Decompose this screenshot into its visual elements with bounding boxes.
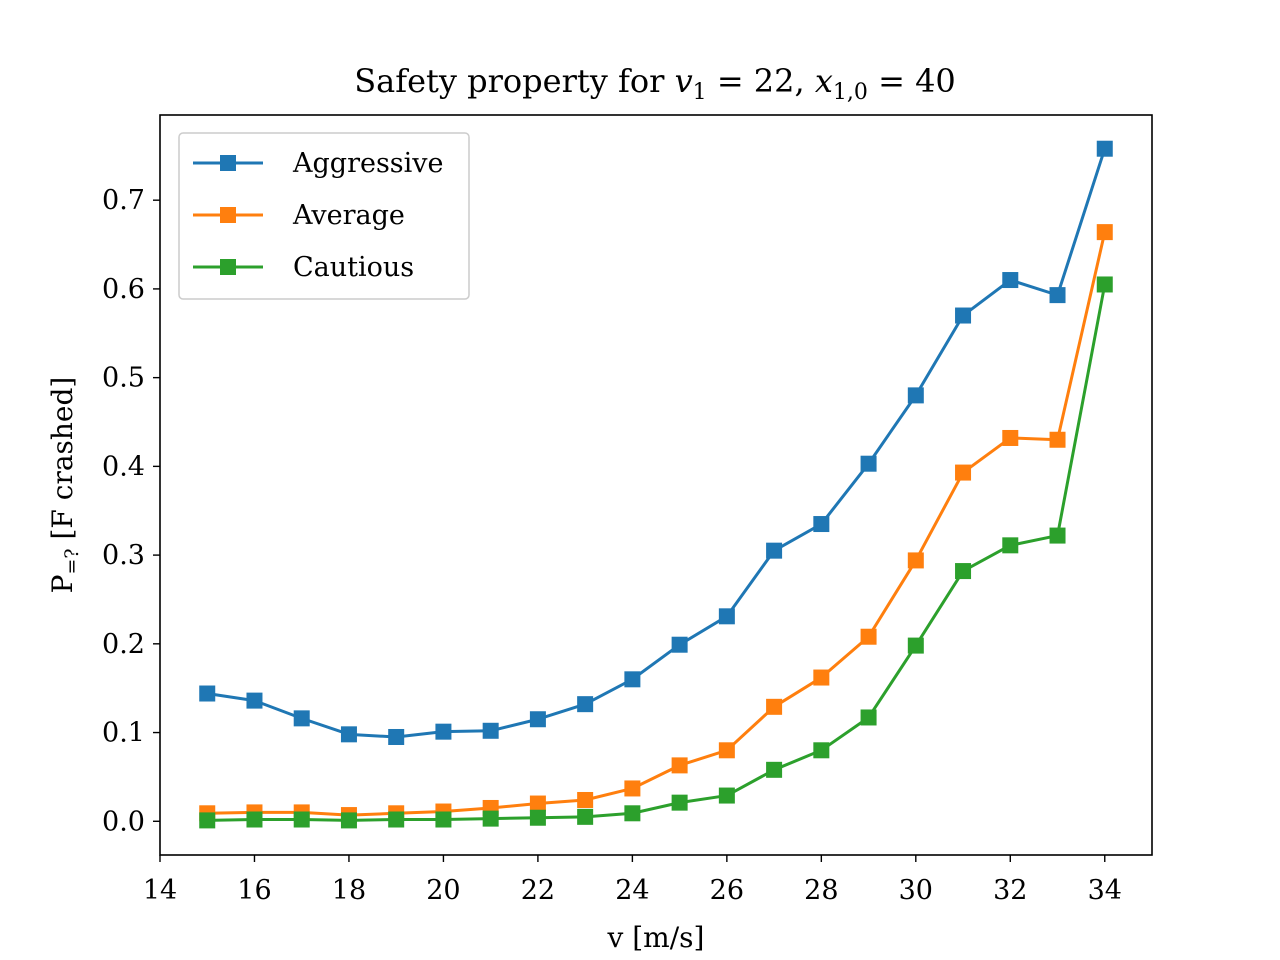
data-point-cautious bbox=[907, 637, 924, 654]
data-point-cautious bbox=[766, 761, 783, 778]
data-point-aggressive bbox=[718, 608, 735, 625]
data-point-average bbox=[529, 795, 546, 812]
x-tick-label: 30 bbox=[899, 875, 933, 906]
data-point-cautious bbox=[577, 808, 594, 825]
data-point-cautious bbox=[293, 811, 310, 828]
data-point-cautious bbox=[718, 787, 735, 804]
data-point-average bbox=[907, 552, 924, 569]
data-point-cautious bbox=[246, 811, 263, 828]
data-point-aggressive bbox=[1049, 287, 1066, 304]
data-point-aggressive bbox=[1096, 140, 1113, 157]
x-tick-label: 22 bbox=[521, 875, 555, 906]
data-point-aggressive bbox=[860, 455, 877, 472]
data-point-aggressive bbox=[1002, 272, 1019, 289]
legend-marker-aggressive bbox=[220, 155, 236, 171]
x-tick-label: 18 bbox=[332, 875, 366, 906]
x-axis-title: v [m/s] bbox=[607, 921, 705, 954]
y-tick-label: 0.5 bbox=[102, 363, 145, 394]
data-point-aggressive bbox=[624, 671, 641, 688]
data-point-aggressive bbox=[435, 723, 452, 740]
data-point-aggressive bbox=[907, 387, 924, 404]
axes-frame bbox=[159, 114, 1153, 856]
legend-label-average: Average bbox=[292, 200, 405, 231]
data-point-average bbox=[813, 669, 830, 686]
plot-area bbox=[199, 140, 1113, 829]
data-point-average bbox=[766, 698, 783, 715]
x-tick-label: 14 bbox=[143, 875, 177, 906]
chart-title: Safety property for v1 = 22, x1,0 = 40 bbox=[354, 62, 956, 105]
data-point-average bbox=[624, 780, 641, 797]
data-point-cautious bbox=[624, 805, 641, 822]
data-point-aggressive bbox=[340, 726, 357, 743]
data-point-aggressive bbox=[293, 710, 310, 727]
legend-label-cautious: Cautious bbox=[293, 252, 414, 283]
y-tick-label: 0.1 bbox=[102, 718, 145, 749]
y-tick-label: 0.0 bbox=[102, 806, 145, 837]
legend-marker-cautious bbox=[220, 259, 236, 275]
data-point-cautious bbox=[1096, 276, 1113, 293]
legend-label-aggressive: Aggressive bbox=[292, 148, 444, 179]
y-tick-label: 0.2 bbox=[102, 629, 145, 660]
data-point-aggressive bbox=[766, 542, 783, 559]
y-axis-title: P=? [F crashed] bbox=[46, 377, 83, 594]
data-point-average bbox=[1002, 429, 1019, 446]
data-point-cautious bbox=[1002, 537, 1019, 554]
data-point-average bbox=[955, 464, 972, 481]
y-tick-label: 0.4 bbox=[102, 451, 145, 482]
x-tick-label: 24 bbox=[615, 875, 649, 906]
legend-marker-average bbox=[220, 207, 236, 223]
x-tick-label: 28 bbox=[804, 875, 838, 906]
data-point-aggressive bbox=[671, 636, 688, 653]
data-point-aggressive bbox=[482, 722, 499, 739]
data-point-cautious bbox=[860, 709, 877, 726]
y-tick-label: 0.6 bbox=[102, 274, 145, 305]
data-point-cautious bbox=[955, 563, 972, 580]
data-point-aggressive bbox=[813, 516, 830, 533]
data-point-cautious bbox=[671, 794, 688, 811]
x-tick-label: 16 bbox=[237, 875, 271, 906]
data-point-aggressive bbox=[577, 696, 594, 713]
x-tick-label: 34 bbox=[1088, 875, 1122, 906]
axis-ticks: 14 16 18 20 22 24 26 28 30 32 34 0.0 0.1 0.2 0.3 0.4 0.5… bbox=[102, 185, 1122, 906]
data-point-cautious bbox=[813, 742, 830, 759]
y-tick-label: 0.7 bbox=[102, 185, 145, 216]
x-tick-label: 26 bbox=[710, 875, 744, 906]
x-tick-label: 20 bbox=[426, 875, 460, 906]
data-point-cautious bbox=[1049, 527, 1066, 544]
data-point-average bbox=[1096, 224, 1113, 241]
data-point-average bbox=[860, 628, 877, 645]
data-point-cautious bbox=[199, 812, 216, 829]
data-point-aggressive bbox=[246, 692, 263, 709]
data-point-average bbox=[671, 757, 688, 774]
data-point-average bbox=[1049, 431, 1066, 448]
data-point-cautious bbox=[340, 812, 357, 829]
y-tick-label: 0.3 bbox=[102, 540, 145, 571]
legend: Aggressive Average Cautious bbox=[178, 132, 470, 300]
data-point-cautious bbox=[388, 811, 405, 828]
data-point-cautious bbox=[435, 811, 452, 828]
data-point-average bbox=[718, 742, 735, 759]
data-point-average bbox=[577, 791, 594, 808]
x-tick-label: 32 bbox=[993, 875, 1027, 906]
data-point-aggressive bbox=[388, 728, 405, 745]
data-point-aggressive bbox=[955, 307, 972, 324]
data-point-aggressive bbox=[199, 685, 216, 702]
data-point-cautious bbox=[529, 809, 546, 826]
legend-box bbox=[178, 132, 470, 300]
data-point-cautious bbox=[482, 810, 499, 827]
data-point-aggressive bbox=[529, 711, 546, 728]
